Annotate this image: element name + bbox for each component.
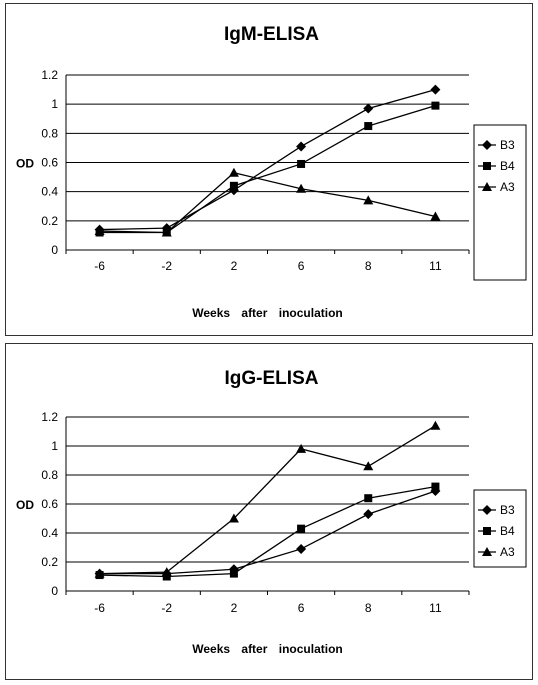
igg-legend-box — [473, 489, 527, 568]
igm-legend-marker — [483, 162, 491, 170]
igg-chart-title: IgG-ELISA — [225, 368, 319, 389]
igm-y-tick-label: 0.4 — [41, 185, 58, 199]
igm-series-b3-line — [99, 88, 436, 231]
igm-x-axis-label: Weeks after inoculation — [192, 306, 342, 320]
igg-y-tick-label: 0 — [51, 584, 58, 598]
igg-series-b3-line — [99, 490, 436, 575]
igg-y-tick-label: 1.2 — [41, 410, 58, 424]
igm-x-tick-label: -6 — [94, 259, 105, 273]
igm-x-tick-label: -2 — [161, 259, 172, 273]
igm-legend-marker — [482, 182, 492, 191]
igg-y-tick-label: 0.2 — [41, 555, 58, 569]
igg-y-tick-label: 0.8 — [41, 468, 58, 482]
igg-series-b4-point — [364, 494, 373, 503]
igg-y-tick-label: 1 — [51, 439, 58, 453]
igg-legend-marker — [482, 505, 492, 515]
igg-x-tick-label: 2 — [231, 601, 238, 615]
igm-series-b4-point — [431, 101, 440, 110]
igm-x-tick-label: 11 — [429, 259, 442, 273]
igg-series-a3-point — [363, 461, 374, 471]
igg-series-b3-point — [296, 543, 307, 554]
igm-y-tick-label: 0 — [51, 243, 58, 257]
igg-legend-marker — [483, 527, 491, 535]
igg-series-a3-point — [228, 513, 239, 523]
igm-legend-label: A3 — [500, 180, 515, 194]
igm-y-tick-label: 0.6 — [41, 156, 58, 170]
igm-series-a3-point — [161, 227, 172, 237]
igm-chart-title: IgM-ELISA — [224, 24, 319, 45]
igg-series-b4-point — [431, 482, 440, 491]
igg-series-b4-point — [297, 524, 306, 533]
igm-series-b3-point — [363, 103, 374, 114]
igg-legend-label: A3 — [500, 545, 515, 559]
igm-y-tick-label: 0.8 — [41, 126, 58, 140]
igg-legend-marker — [482, 547, 492, 556]
igg-series-a3-point — [430, 420, 441, 430]
igm-chart: IgM-ELISA 0 0.2 0.4 0.6 0.8 1 1.2 -6 -2 2 6 8 11 OD Wee… — [16, 24, 527, 320]
igm-series-a3-point — [94, 226, 105, 236]
igg-x-tick-label: 6 — [298, 601, 305, 615]
igm-x-tick-label: 2 — [231, 259, 238, 273]
igg-legend-label: B4 — [500, 524, 515, 538]
igm-y-tick-label: 1 — [51, 97, 58, 111]
igm-chart-panel: IgM-ELISA 0 0.2 0.4 0.6 0.8 1 1.2 -6 -2 2 6 8 11 OD Wee… — [5, 3, 533, 336]
igg-legend-label: B3 — [500, 503, 515, 517]
igm-legend-marker — [482, 140, 492, 150]
igm-x-tick-label: 6 — [298, 259, 305, 273]
igg-y-tick-label: 0.4 — [41, 526, 58, 540]
igm-legend-box — [473, 124, 527, 281]
igm-y-tick-label: 1.2 — [41, 68, 58, 82]
igg-series-b4-point — [162, 572, 171, 581]
igg-chart-panel: IgG-ELISA 0 0.2 0.4 0.6 0.8 1 1.2 -6 -2 2 6 8 11 OD Wee… — [5, 343, 533, 680]
igg-x-axis-label: Weeks after inoculation — [192, 642, 342, 656]
igm-y-axis-label: OD — [16, 157, 34, 171]
igm-series-a3-point — [430, 211, 441, 221]
igg-x-tick-label: -2 — [161, 601, 172, 615]
igm-series-a3-point — [296, 183, 307, 193]
igm-series-b3-point — [430, 84, 441, 95]
igm-series-b4-point — [364, 122, 373, 131]
igg-x-tick-label: 8 — [365, 601, 372, 615]
igg-series-a3-point — [296, 443, 307, 453]
igm-series-b4-point — [297, 159, 306, 168]
igm-legend-label: B3 — [500, 138, 515, 152]
igm-series-a3-line — [99, 171, 436, 234]
igg-series-a3-point — [94, 568, 105, 578]
igm-x-tick-label: 8 — [365, 259, 372, 273]
igg-series-a3-line — [99, 425, 436, 575]
igm-series-a3-point — [363, 195, 374, 205]
igm-series-b3-point — [296, 141, 307, 152]
igg-y-axis-label: OD — [16, 498, 34, 512]
igg-y-tick-label: 0.6 — [41, 497, 58, 511]
igg-x-tick-label: 11 — [429, 601, 442, 615]
igm-legend-label: B4 — [500, 159, 515, 173]
igg-x-tick-label: -6 — [94, 601, 105, 615]
igg-series-a3-point — [161, 567, 172, 577]
igg-series-b4-point — [229, 569, 238, 578]
igm-series-b4-point — [229, 181, 238, 190]
igm-y-tick-label: 0.2 — [41, 214, 58, 228]
igg-series-b4-line — [99, 485, 436, 578]
igg-chart: IgG-ELISA 0 0.2 0.4 0.6 0.8 1 1.2 -6 -2 2 6 8 11 OD Wee… — [16, 368, 527, 656]
igm-series-a3-point — [228, 167, 239, 177]
igg-series-b3-point — [363, 509, 374, 520]
